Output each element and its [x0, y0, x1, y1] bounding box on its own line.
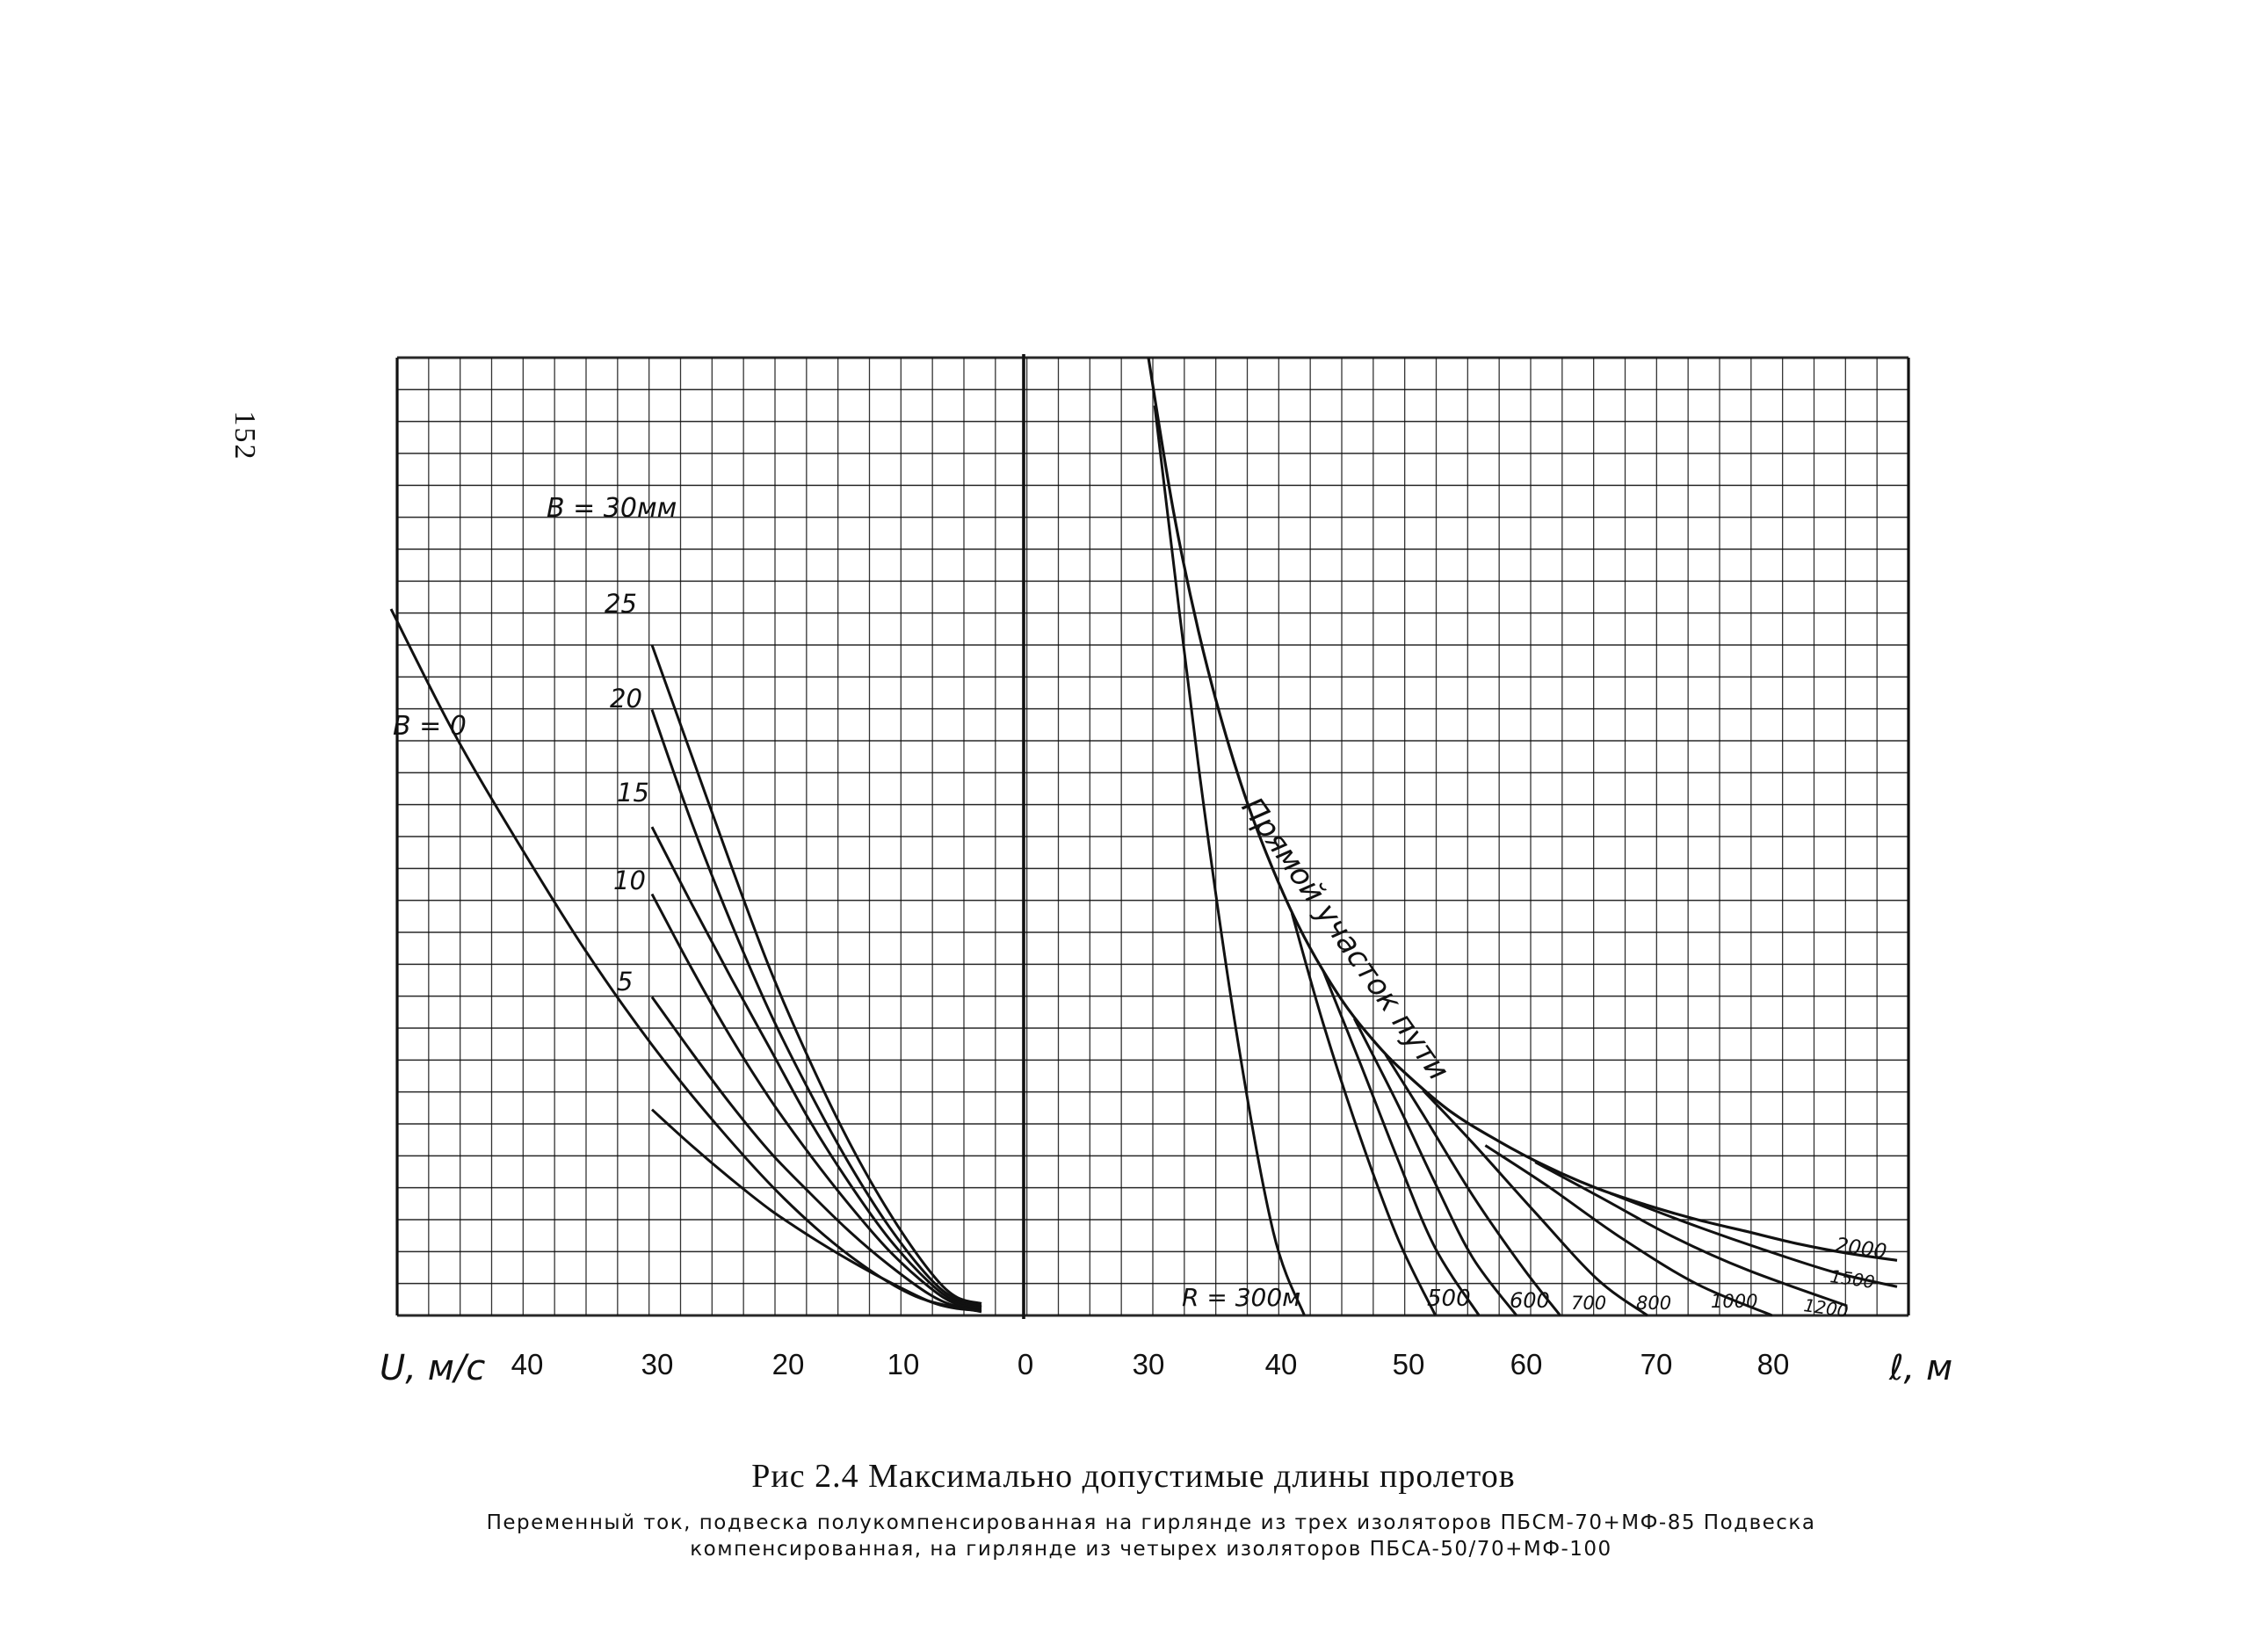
- left-curve-label-4: 10: [613, 866, 646, 895]
- chart-tick-labels: 40 30 20 10 0 30 40 50 60 70 80 U, м/с ℓ, м: [380, 1348, 1952, 1388]
- straight-track-envelope-line: [1147, 357, 1898, 1262]
- right-curve-label-7: 1200: [1802, 1294, 1850, 1322]
- chart-curves: [389, 357, 1898, 1317]
- left-series-line-6: [389, 608, 982, 1314]
- figure-subcaption: Переменный ток, подвеска полукомпенсиров…: [486, 1511, 1816, 1561]
- right-curve-label-4: 700: [1571, 1293, 1606, 1314]
- right-x-tick-label: 70: [1640, 1348, 1673, 1380]
- left-series-line-3: [650, 893, 982, 1310]
- left-curve-label-3: 15: [617, 778, 649, 808]
- right-curve-label-5: 800: [1636, 1293, 1671, 1314]
- right-x-tick-label: 30: [1133, 1348, 1165, 1380]
- right-curve-label-6: 1000: [1711, 1291, 1757, 1312]
- right-curve-label-9: 2000: [1834, 1234, 1888, 1264]
- left-x-tick-label: 30: [641, 1348, 674, 1380]
- right-curve-label-1: R = 300м: [1182, 1283, 1300, 1312]
- left-curve-label-0: В = 30мм: [547, 493, 677, 524]
- right-x-tick-label: 80: [1757, 1348, 1790, 1380]
- right-curve-label-2: 500: [1427, 1286, 1471, 1312]
- right-curve-label-8: 1500: [1829, 1265, 1876, 1293]
- right-x-tick-label: 40: [1265, 1348, 1298, 1380]
- left-curve-label-1: 25: [605, 589, 637, 619]
- right-series-line-3: [1352, 1018, 1518, 1316]
- left-x-axis-label: U, м/с: [380, 1348, 485, 1388]
- left-curve-label-2: 20: [610, 684, 642, 714]
- right-curve-label-0: Прямой участок пути: [1235, 791, 1456, 1087]
- right-series-line-1: [1290, 912, 1437, 1316]
- right-x-tick-label: 0: [1018, 1348, 1033, 1380]
- right-x-axis-label: ℓ, м: [1888, 1348, 1952, 1388]
- left-series-line-0: [650, 644, 982, 1305]
- right-series-line-7: [1534, 1161, 1848, 1308]
- right-x-tick-label: 50: [1393, 1348, 1425, 1380]
- right-series-line-5: [1422, 1089, 1648, 1317]
- left-x-tick-label: 20: [772, 1348, 805, 1380]
- right-series-line-8: [1609, 1192, 1898, 1288]
- left-curve-label-5: 5: [617, 967, 633, 996]
- left-series-line-4: [650, 996, 982, 1311]
- right-curve-label-3: 600: [1510, 1288, 1550, 1313]
- left-x-tick-label: 10: [887, 1348, 920, 1380]
- right-series-line-0: [1153, 405, 1306, 1316]
- right-series-line-6: [1484, 1144, 1773, 1317]
- left-x-tick-label: 40: [511, 1348, 544, 1380]
- right-series-line-2: [1322, 970, 1481, 1316]
- left-series-line-2: [650, 826, 982, 1308]
- right-x-tick-label: 60: [1510, 1348, 1543, 1380]
- figure-caption: Рис 2.4 Максимально допустимые длины про…: [751, 1458, 1516, 1495]
- left-curve-label-6: В = 0: [393, 711, 467, 742]
- left-series-line-1: [650, 709, 982, 1308]
- right-series-line-4: [1384, 1054, 1561, 1316]
